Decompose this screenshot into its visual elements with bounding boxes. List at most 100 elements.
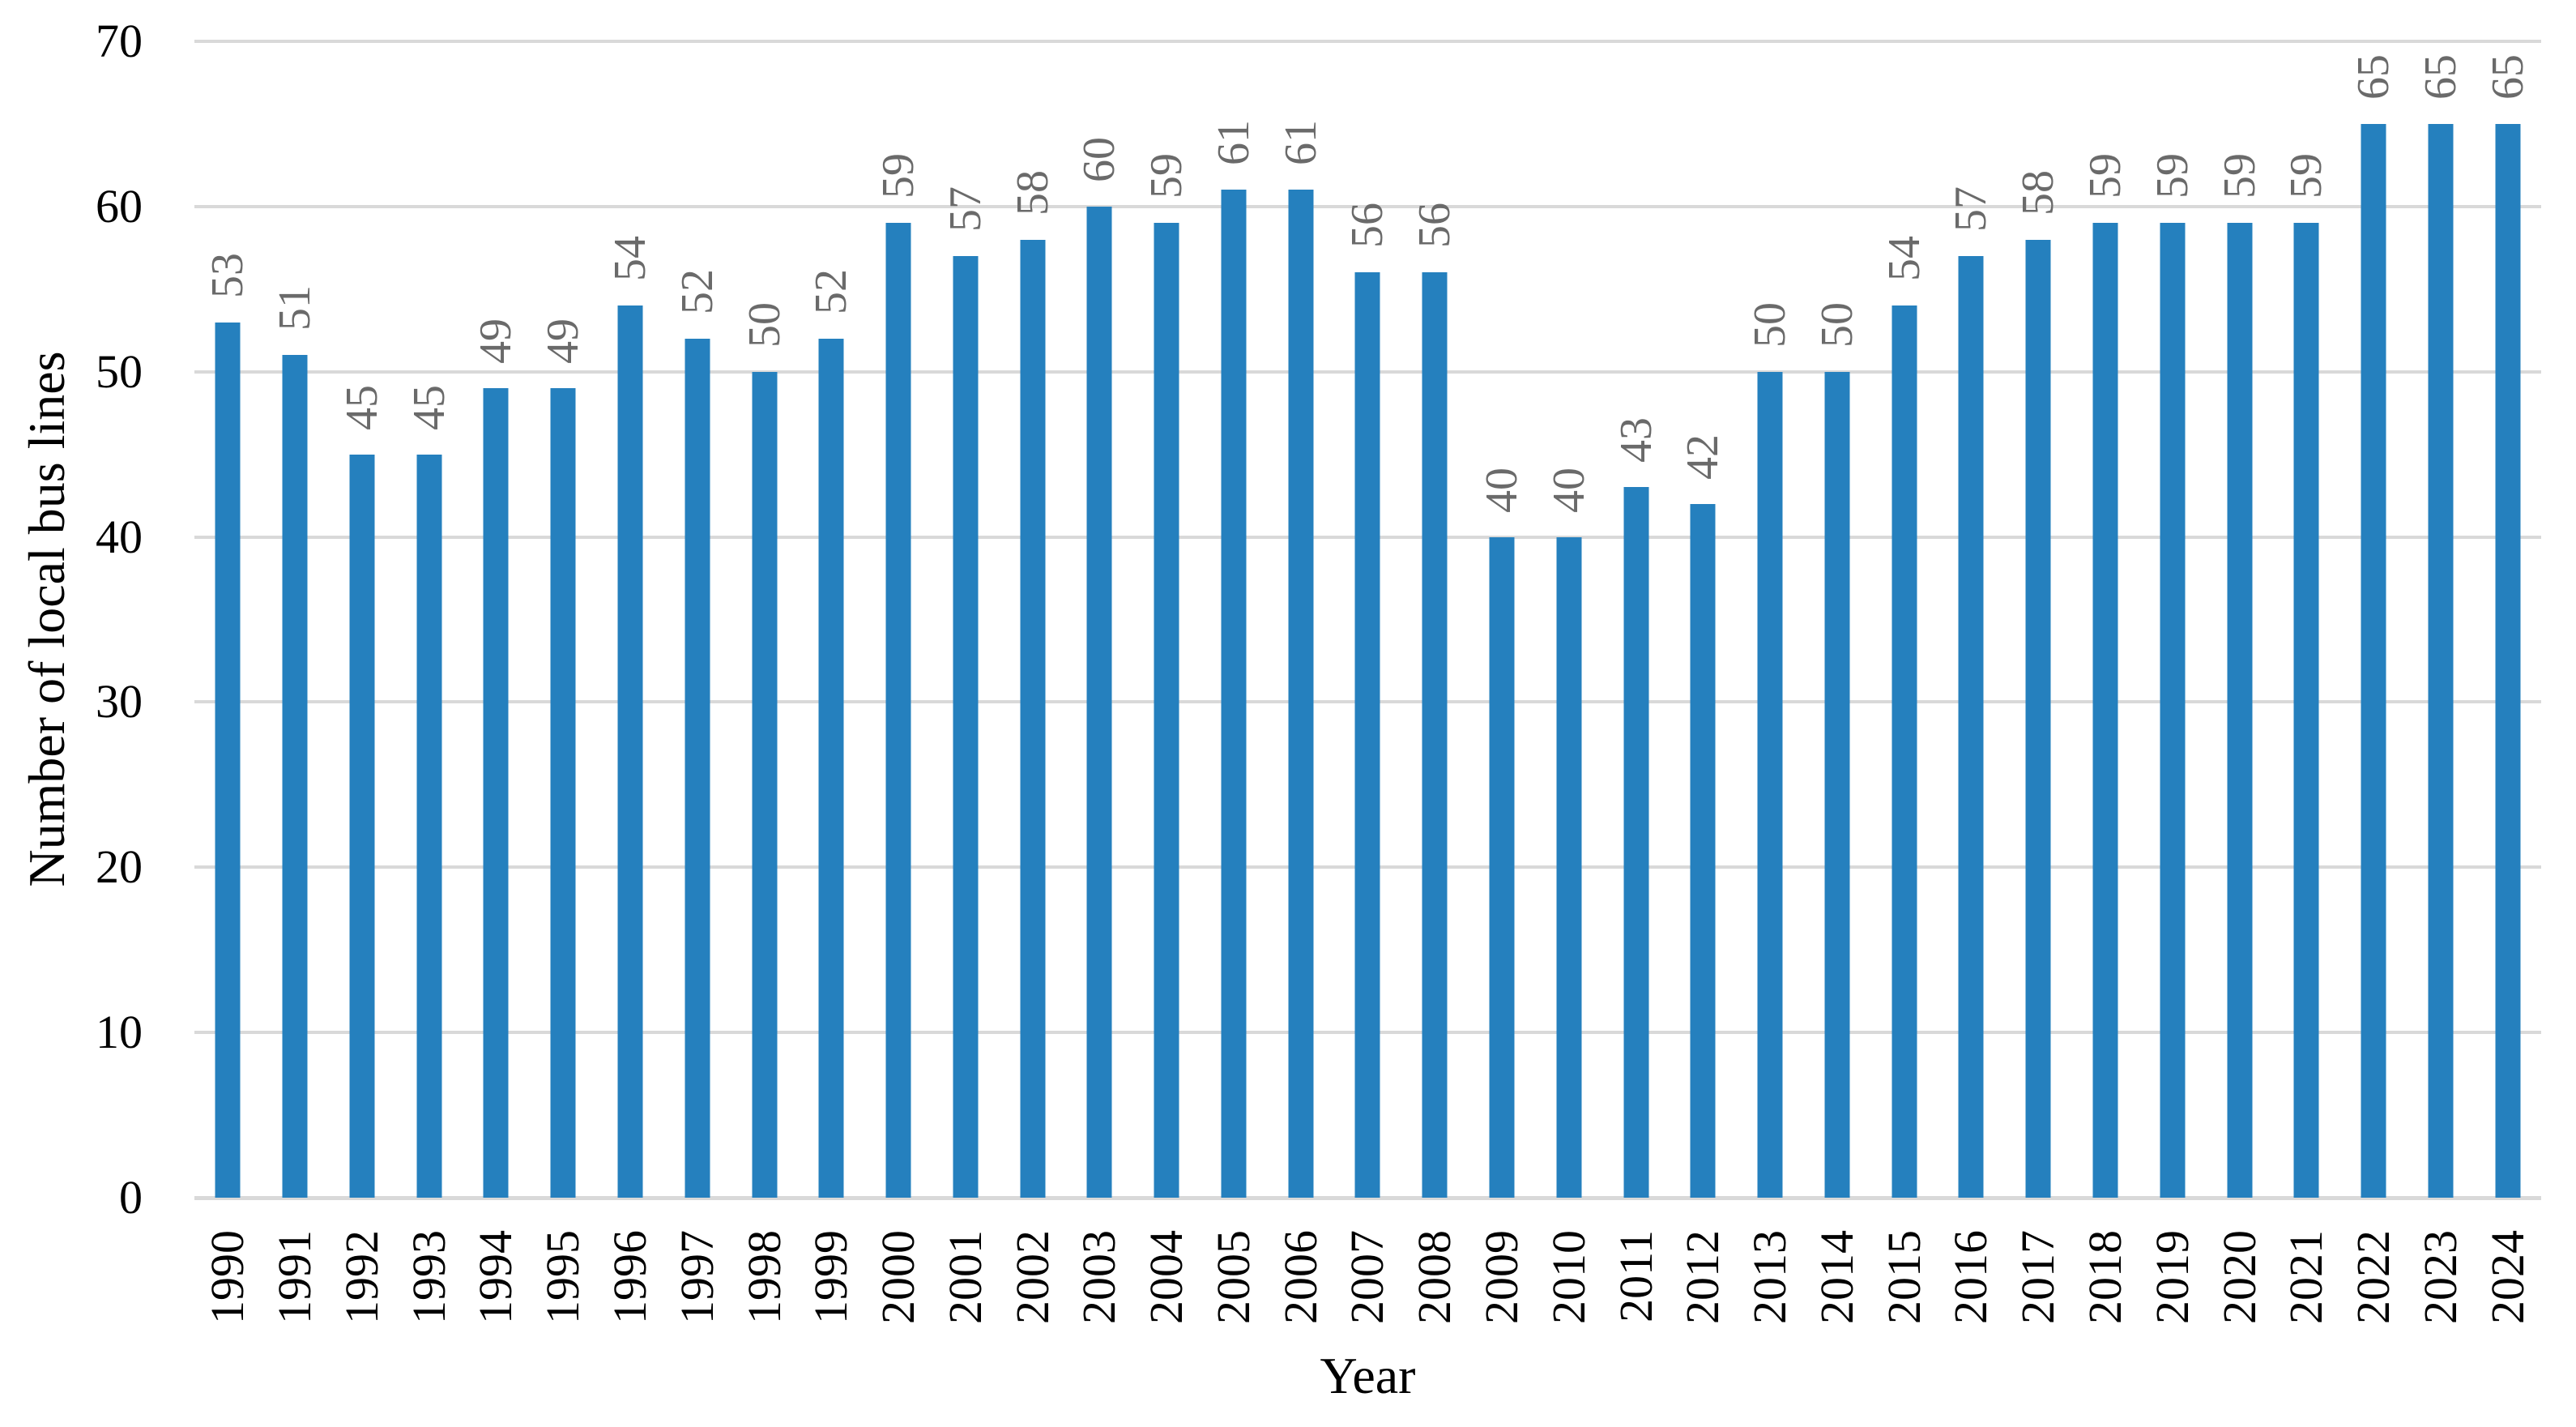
value-label-2010: 40 xyxy=(1543,468,1594,513)
bar-2019 xyxy=(2160,223,2186,1198)
bar-slot-1990: 53 1990 xyxy=(194,41,262,1324)
y-tick-label-0: 0 xyxy=(119,1171,143,1224)
x-tick-label-2016: 2016 xyxy=(1944,1230,1998,1324)
x-tick-label-2013: 2013 xyxy=(1743,1230,1797,1324)
y-tick-label-50: 50 xyxy=(96,344,143,398)
value-label-1990: 53 xyxy=(203,253,254,298)
bar-slot-2005: 61 2005 xyxy=(1201,41,1268,1324)
x-tick-label-2020: 2020 xyxy=(2212,1230,2266,1324)
value-label-1998: 50 xyxy=(739,302,790,348)
x-axis-title: Year xyxy=(1320,1347,1416,1404)
bar-2012 xyxy=(1690,504,1716,1198)
y-tick-label-60: 60 xyxy=(96,179,143,233)
value-label-2000: 59 xyxy=(873,153,924,199)
bar-slot-2009: 40 2009 xyxy=(1469,41,1536,1324)
bar-1996 xyxy=(617,305,643,1198)
bar-2011 xyxy=(1623,487,1649,1198)
bar-2024 xyxy=(2495,124,2521,1198)
bar-2009 xyxy=(1489,537,1515,1198)
value-label-1994: 49 xyxy=(471,318,522,364)
x-tick-label-1998: 1998 xyxy=(737,1230,791,1324)
bar-2020 xyxy=(2227,223,2253,1198)
bar-1992 xyxy=(349,455,375,1198)
bar-slot-2015: 54 2015 xyxy=(1870,41,1938,1324)
x-tick-label-2006: 2006 xyxy=(1273,1230,1327,1324)
bar-slot-2002: 58 2002 xyxy=(999,41,1066,1324)
value-label-2009: 40 xyxy=(1477,468,1528,513)
bar-slot-2007: 56 2007 xyxy=(1334,41,1401,1324)
value-label-2023: 65 xyxy=(2415,54,2466,100)
bar-slot-1999: 52 1999 xyxy=(798,41,865,1324)
bar-slot-2017: 58 2017 xyxy=(2005,41,2072,1324)
value-label-1992: 45 xyxy=(336,385,387,430)
x-tick-label-2011: 2011 xyxy=(1609,1230,1662,1322)
value-label-1993: 45 xyxy=(403,385,454,430)
y-tick-label-40: 40 xyxy=(96,510,143,563)
bar-slot-1993: 45 1993 xyxy=(395,41,463,1324)
gridline-y-60 xyxy=(194,204,2541,208)
bar-2001 xyxy=(953,256,979,1198)
bar-2003 xyxy=(1086,207,1112,1198)
value-label-2019: 59 xyxy=(2147,153,2198,199)
x-tick-label-2010: 2010 xyxy=(1542,1230,1595,1324)
bar-1990 xyxy=(215,323,241,1198)
bar-slot-2024: 65 2024 xyxy=(2474,41,2541,1324)
value-label-2001: 57 xyxy=(940,186,991,232)
bar-slot-2008: 56 2008 xyxy=(1401,41,1469,1324)
value-label-2014: 50 xyxy=(1811,302,1862,348)
value-label-2016: 57 xyxy=(1946,186,1997,232)
bar-2021 xyxy=(2293,223,2319,1198)
value-label-2008: 56 xyxy=(1410,203,1461,248)
bar-slot-2012: 42 2012 xyxy=(1670,41,1737,1324)
bar-2018 xyxy=(2092,223,2118,1198)
value-label-2002: 58 xyxy=(1007,170,1058,216)
bar-slot-2006: 61 2006 xyxy=(1267,41,1334,1324)
bar-slot-2000: 59 2000 xyxy=(865,41,932,1324)
x-tick-label-2015: 2015 xyxy=(1877,1230,1930,1324)
bar-2002 xyxy=(1020,240,1046,1198)
y-tick-label-20: 20 xyxy=(96,840,143,894)
value-label-2007: 56 xyxy=(1342,203,1393,248)
x-tick-label-2022: 2022 xyxy=(2347,1230,2400,1324)
x-tick-label-1999: 1999 xyxy=(804,1230,858,1324)
bar-2000 xyxy=(885,223,911,1198)
bar-slot-2018: 59 2018 xyxy=(2072,41,2139,1324)
bar-1993 xyxy=(416,455,442,1198)
x-tick-label-2019: 2019 xyxy=(2145,1230,2199,1324)
x-tick-label-1994: 1994 xyxy=(469,1230,522,1324)
x-tick-label-2017: 2017 xyxy=(2011,1230,2065,1324)
x-tick-label-1995: 1995 xyxy=(536,1230,590,1324)
value-label-2011: 43 xyxy=(1610,417,1661,463)
x-tick-label-2000: 2000 xyxy=(872,1230,925,1324)
value-label-2021: 59 xyxy=(2281,153,2332,199)
value-label-1996: 54 xyxy=(605,236,655,281)
value-label-2018: 59 xyxy=(2079,153,2130,199)
bar-slot-2010: 40 2010 xyxy=(1535,41,1602,1324)
bar-2022 xyxy=(2361,124,2386,1198)
bar-slot-1996: 54 1996 xyxy=(597,41,664,1324)
value-label-2017: 58 xyxy=(2013,170,2064,216)
value-label-2003: 60 xyxy=(1074,137,1125,182)
x-tick-label-1996: 1996 xyxy=(603,1230,656,1324)
bar-2017 xyxy=(2025,240,2051,1198)
x-tick-label-2018: 2018 xyxy=(2078,1230,2131,1324)
value-label-2004: 59 xyxy=(1141,153,1192,199)
value-label-2013: 50 xyxy=(1745,302,1796,348)
bar-2004 xyxy=(1154,223,1179,1198)
gridline-y-70 xyxy=(194,40,2541,43)
bar-slot-2023: 65 2023 xyxy=(2407,41,2474,1324)
bar-slot-1992: 45 1992 xyxy=(329,41,396,1324)
gridline-y-0 xyxy=(194,1196,2541,1200)
x-tick-label-2021: 2021 xyxy=(2280,1230,2333,1324)
x-tick-label-2007: 2007 xyxy=(1341,1230,1394,1324)
bar-slot-2020: 59 2020 xyxy=(2206,41,2273,1324)
bar-2010 xyxy=(1556,537,1582,1198)
y-tick-label-30: 30 xyxy=(96,675,143,728)
bar-2013 xyxy=(1757,372,1783,1198)
x-tick-label-1990: 1990 xyxy=(201,1230,254,1324)
y-tick-label-70: 70 xyxy=(96,15,143,67)
bar-slot-2022: 65 2022 xyxy=(2340,41,2408,1324)
bar-2014 xyxy=(1824,372,1850,1198)
x-tick-label-1992: 1992 xyxy=(335,1230,388,1324)
value-label-1991: 51 xyxy=(270,285,321,331)
